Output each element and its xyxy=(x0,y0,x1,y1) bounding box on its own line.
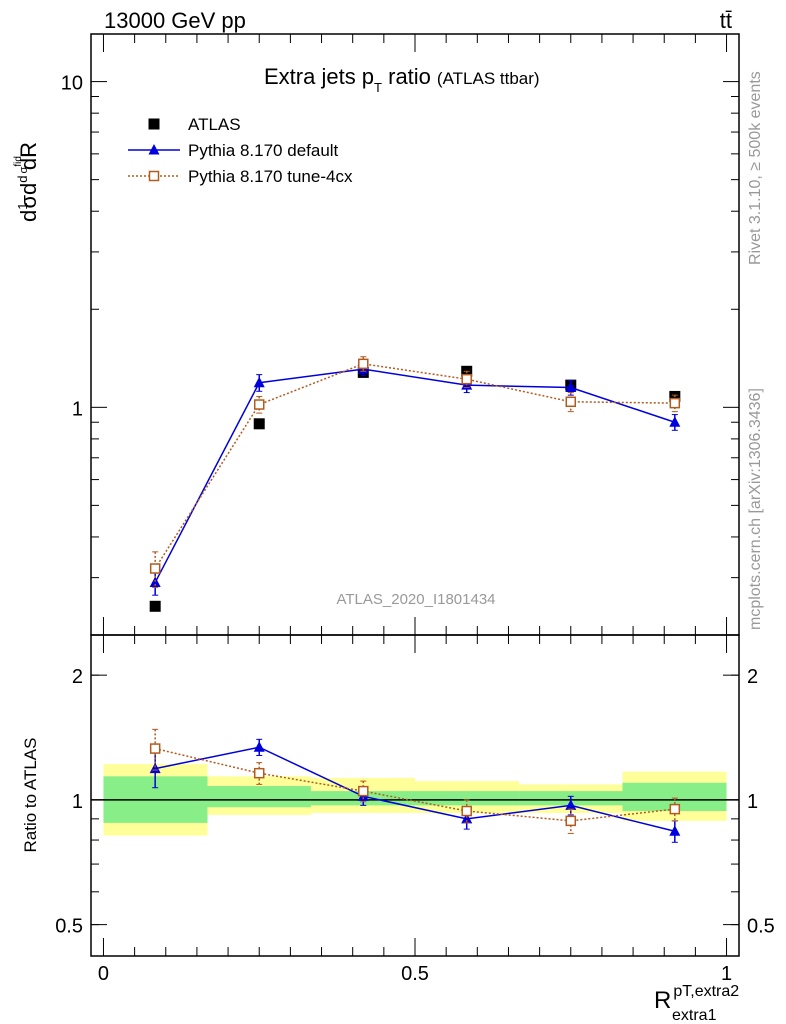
main-point-tune xyxy=(253,399,265,410)
ratio-point-default xyxy=(253,741,265,752)
ratio-point-tune xyxy=(358,785,369,797)
x-tick-label: 0.5 xyxy=(401,963,429,985)
ratio-band-inner xyxy=(415,791,520,806)
ratio-y-tick-label-right: 1 xyxy=(747,791,758,813)
ratio-series-line-tune xyxy=(155,747,675,822)
title-main: Extra jets p xyxy=(264,64,374,89)
main-point-default xyxy=(669,416,681,427)
x-axis-title-sub: extra1 xyxy=(672,1007,717,1024)
ratio-point-tune xyxy=(461,805,472,817)
ratio-y-tick-label: 1 xyxy=(72,791,83,813)
ratio-point-tune xyxy=(669,803,681,815)
svg-text:RpT,extra2: RpT,extra2 xyxy=(654,983,739,1014)
main-point-data xyxy=(253,418,265,430)
title-rest: ratio xyxy=(382,64,431,89)
x-axis-title-sup: pT,extra2 xyxy=(673,983,739,1000)
main-y-axis-label: d1σddσfiddR xyxy=(13,142,41,222)
header-energy-label: 13000 GeV pp xyxy=(104,8,246,33)
x-tick-label: 1 xyxy=(721,963,732,985)
legend-label: Pythia 8.170 tune-4cx xyxy=(188,167,353,186)
chart-title: Extra jets pT ratio (ATLAS ttbar) xyxy=(264,64,540,95)
mcplots-label: mcplots.cern.ch [arXiv:1306.3436] xyxy=(747,388,764,630)
ratio-y-axis-label: Ratio to ATLAS xyxy=(21,738,40,853)
ratio-y-tick-label: 2 xyxy=(72,666,83,688)
rivet-label: Rivet 3.1.10, ≥ 500k events xyxy=(747,71,764,265)
main-y-tick-label: 1 xyxy=(72,398,83,420)
main-point-default xyxy=(565,381,577,393)
ratio-point-tune xyxy=(565,815,577,827)
ratio-series-line-default xyxy=(155,746,676,832)
main-y-tick-label: 10 xyxy=(61,73,83,95)
ratio-y-tick-label-right: 0.5 xyxy=(747,916,775,938)
svg-text:d1σddσfiddR: d1σddσfiddR xyxy=(13,142,41,222)
x-axis-title-main: R xyxy=(654,987,671,1014)
main-point-tune xyxy=(461,373,472,385)
svg-text:Extra jets pT ratio(ATLAS ttba: Extra jets pT ratio (ATLAS ttbar) xyxy=(264,64,540,95)
main-series-line-default xyxy=(154,368,676,583)
chart-marks: 1 10 0.5 0.5 1 1 2 2 0 0.5 1 ATLAS Pythia 8.170 defa… xyxy=(55,33,775,985)
analysis-watermark: ATLAS_2020_I1801434 xyxy=(336,591,495,608)
title-subscript: T xyxy=(374,80,382,95)
title-note: (ATLAS ttbar) xyxy=(437,69,540,88)
x-tick-label: 0 xyxy=(98,963,109,985)
ratio-point-tune xyxy=(253,767,265,779)
legend-marker-default xyxy=(148,144,160,155)
ratio-point-default xyxy=(461,812,473,824)
ratio-point-default xyxy=(669,825,681,836)
legend-label: ATLAS xyxy=(188,115,241,134)
main-point-data xyxy=(149,600,161,612)
legend: ATLAS Pythia 8.170 default Pythia 8.170 tu… xyxy=(128,115,353,186)
main-point-default xyxy=(253,376,265,388)
legend-label: Pythia 8.170 default xyxy=(188,141,339,160)
header-process-label: tt̄ xyxy=(720,8,732,33)
main-point-tune xyxy=(149,563,161,574)
ratio-point-tune xyxy=(149,743,161,754)
main-series-line-tune xyxy=(154,363,675,569)
ratio-point-default xyxy=(565,799,577,810)
main-point-tune xyxy=(669,397,681,409)
legend-marker-tune xyxy=(148,170,160,182)
ratio-y-tick-label-right: 2 xyxy=(747,666,758,688)
main-point-tune xyxy=(565,396,577,408)
main-point-tune xyxy=(358,358,369,370)
ratio-y-tick-label: 0.5 xyxy=(55,916,83,938)
legend-marker-data xyxy=(148,118,160,130)
ratio-band-inner xyxy=(207,786,311,808)
